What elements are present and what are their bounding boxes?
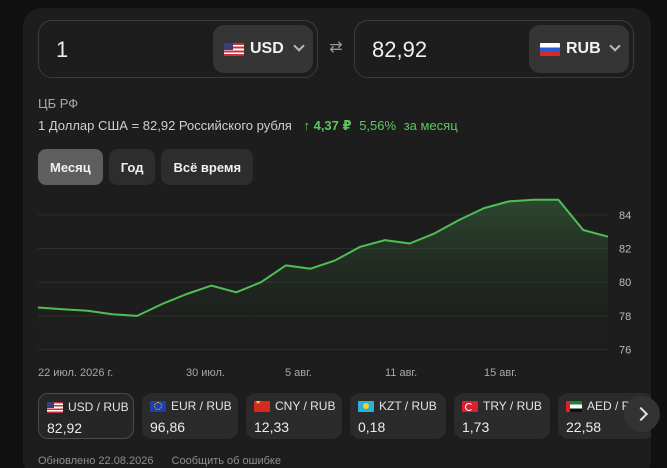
report-error-link[interactable]: Сообщить об ошибке [171,455,281,467]
from-currency-select[interactable]: USD [213,25,313,73]
to-currency-code: RUB [566,40,601,57]
currency-tile-us[interactable]: USD / RUB 82,92 [38,393,134,439]
y-tick-label: 82 [619,244,631,256]
rate-change-abs: 4,37 ₽ [313,118,352,133]
tr-flag-icon [462,400,478,412]
tile-pair: USD / RUB [47,400,129,414]
rate-change-period: за месяц [403,118,458,133]
updated-date: Обновлено 22.08.2026 [38,455,154,467]
x-tick-label: 11 авг. [385,367,417,379]
to-amount-field[interactable]: 82,92 RUB [354,20,634,78]
chevron-down-icon [609,40,621,52]
tile-pair-label: CNY / RUB [275,399,336,413]
tab-all-time[interactable]: Всё время [161,149,254,185]
us-flag-icon [47,401,63,413]
y-tick-label: 78 [619,311,631,323]
x-tick-label: 5 авг. [285,367,312,379]
currency-tiles: USD / RUB 82,92 EUR / RUB 96,86 CNY / RUB 12,… [38,393,651,439]
period-tabs: Месяц Год Всё время [38,149,254,185]
currency-converter-card: 1 USD ⇄ 82,92 RUB ЦБ РФ 1 Доллар США = 8… [23,8,651,468]
y-tick-label: 76 [619,345,631,357]
tab-month[interactable]: Месяц [38,149,103,185]
tile-rate-value: 1,73 [462,419,490,435]
ae-flag-icon [566,400,582,412]
tile-rate-value: 0,18 [358,419,386,435]
to-currency-select[interactable]: RUB [529,25,629,73]
next-arrow-button[interactable] [624,396,660,432]
rate-text: 1 Доллар США = 82,92 Российского рубля [38,118,292,133]
series-line [37,198,609,317]
currency-tile-cn[interactable]: CNY / RUB 12,33 [246,393,342,439]
tab-year[interactable]: Год [108,149,156,185]
rate-summary: 1 Доллар США = 82,92 Российского рубля ↑… [38,118,458,134]
y-tick-label: 80 [619,277,631,289]
x-tick-label: 15 авг. [484,367,517,379]
x-tick-label: 30 июл. [186,367,225,379]
tile-rate-value: 12,33 [254,419,290,435]
tile-rate-value: 96,86 [150,419,186,435]
rate-chart[interactable]: 76 78 80 82 84 22 июл. 2026 г. 30 июл. 5 авг. 11… [23,198,651,383]
currency-tile-eu[interactable]: EUR / RUB 96,86 [142,393,238,439]
swap-icon[interactable]: ⇄ [329,39,343,56]
ru-flag-icon [540,42,560,56]
tile-pair: KZT / RUB [358,399,438,413]
tile-rate-value: 22,58 [566,419,602,435]
tile-pair: CNY / RUB [254,399,336,413]
tile-pair-label: TRY / RUB [483,399,542,413]
cn-flag-icon [254,400,270,412]
tile-pair-label: USD / RUB [68,400,129,414]
from-amount-field[interactable]: 1 USD [38,20,318,78]
rate-change-pct: 5,56% [359,118,397,133]
tile-pair-label: KZT / RUB [379,399,437,413]
currency-tile-tr[interactable]: TRY / RUB 1,73 [454,393,550,439]
us-flag-icon [224,42,244,56]
to-amount-value[interactable]: 82,92 [372,37,428,62]
rate-change: ↑ 4,37 ₽ 5,56% за месяц [303,118,457,133]
arrow-up-icon: ↑ [303,118,310,133]
tile-pair: EUR / RUB [150,399,232,413]
from-currency-code: USD [250,40,284,57]
y-tick-label: 84 [619,210,631,222]
tile-pair-label: EUR / RUB [171,399,232,413]
from-amount-value[interactable]: 1 [56,37,69,62]
footer: Обновлено 22.08.2026 Сообщить об ошибке [38,455,281,467]
rate-source: ЦБ РФ [38,96,79,111]
series-area [38,199,608,358]
chevron-down-icon [293,40,305,52]
tile-rate-value: 82,92 [47,420,83,436]
tile-pair: TRY / RUB [462,399,542,413]
eu-flag-icon [150,400,166,412]
x-tick-label: 22 июл. 2026 г. [38,367,113,379]
currency-tile-kz[interactable]: KZT / RUB 0,18 [350,393,446,439]
kz-flag-icon [358,400,374,412]
